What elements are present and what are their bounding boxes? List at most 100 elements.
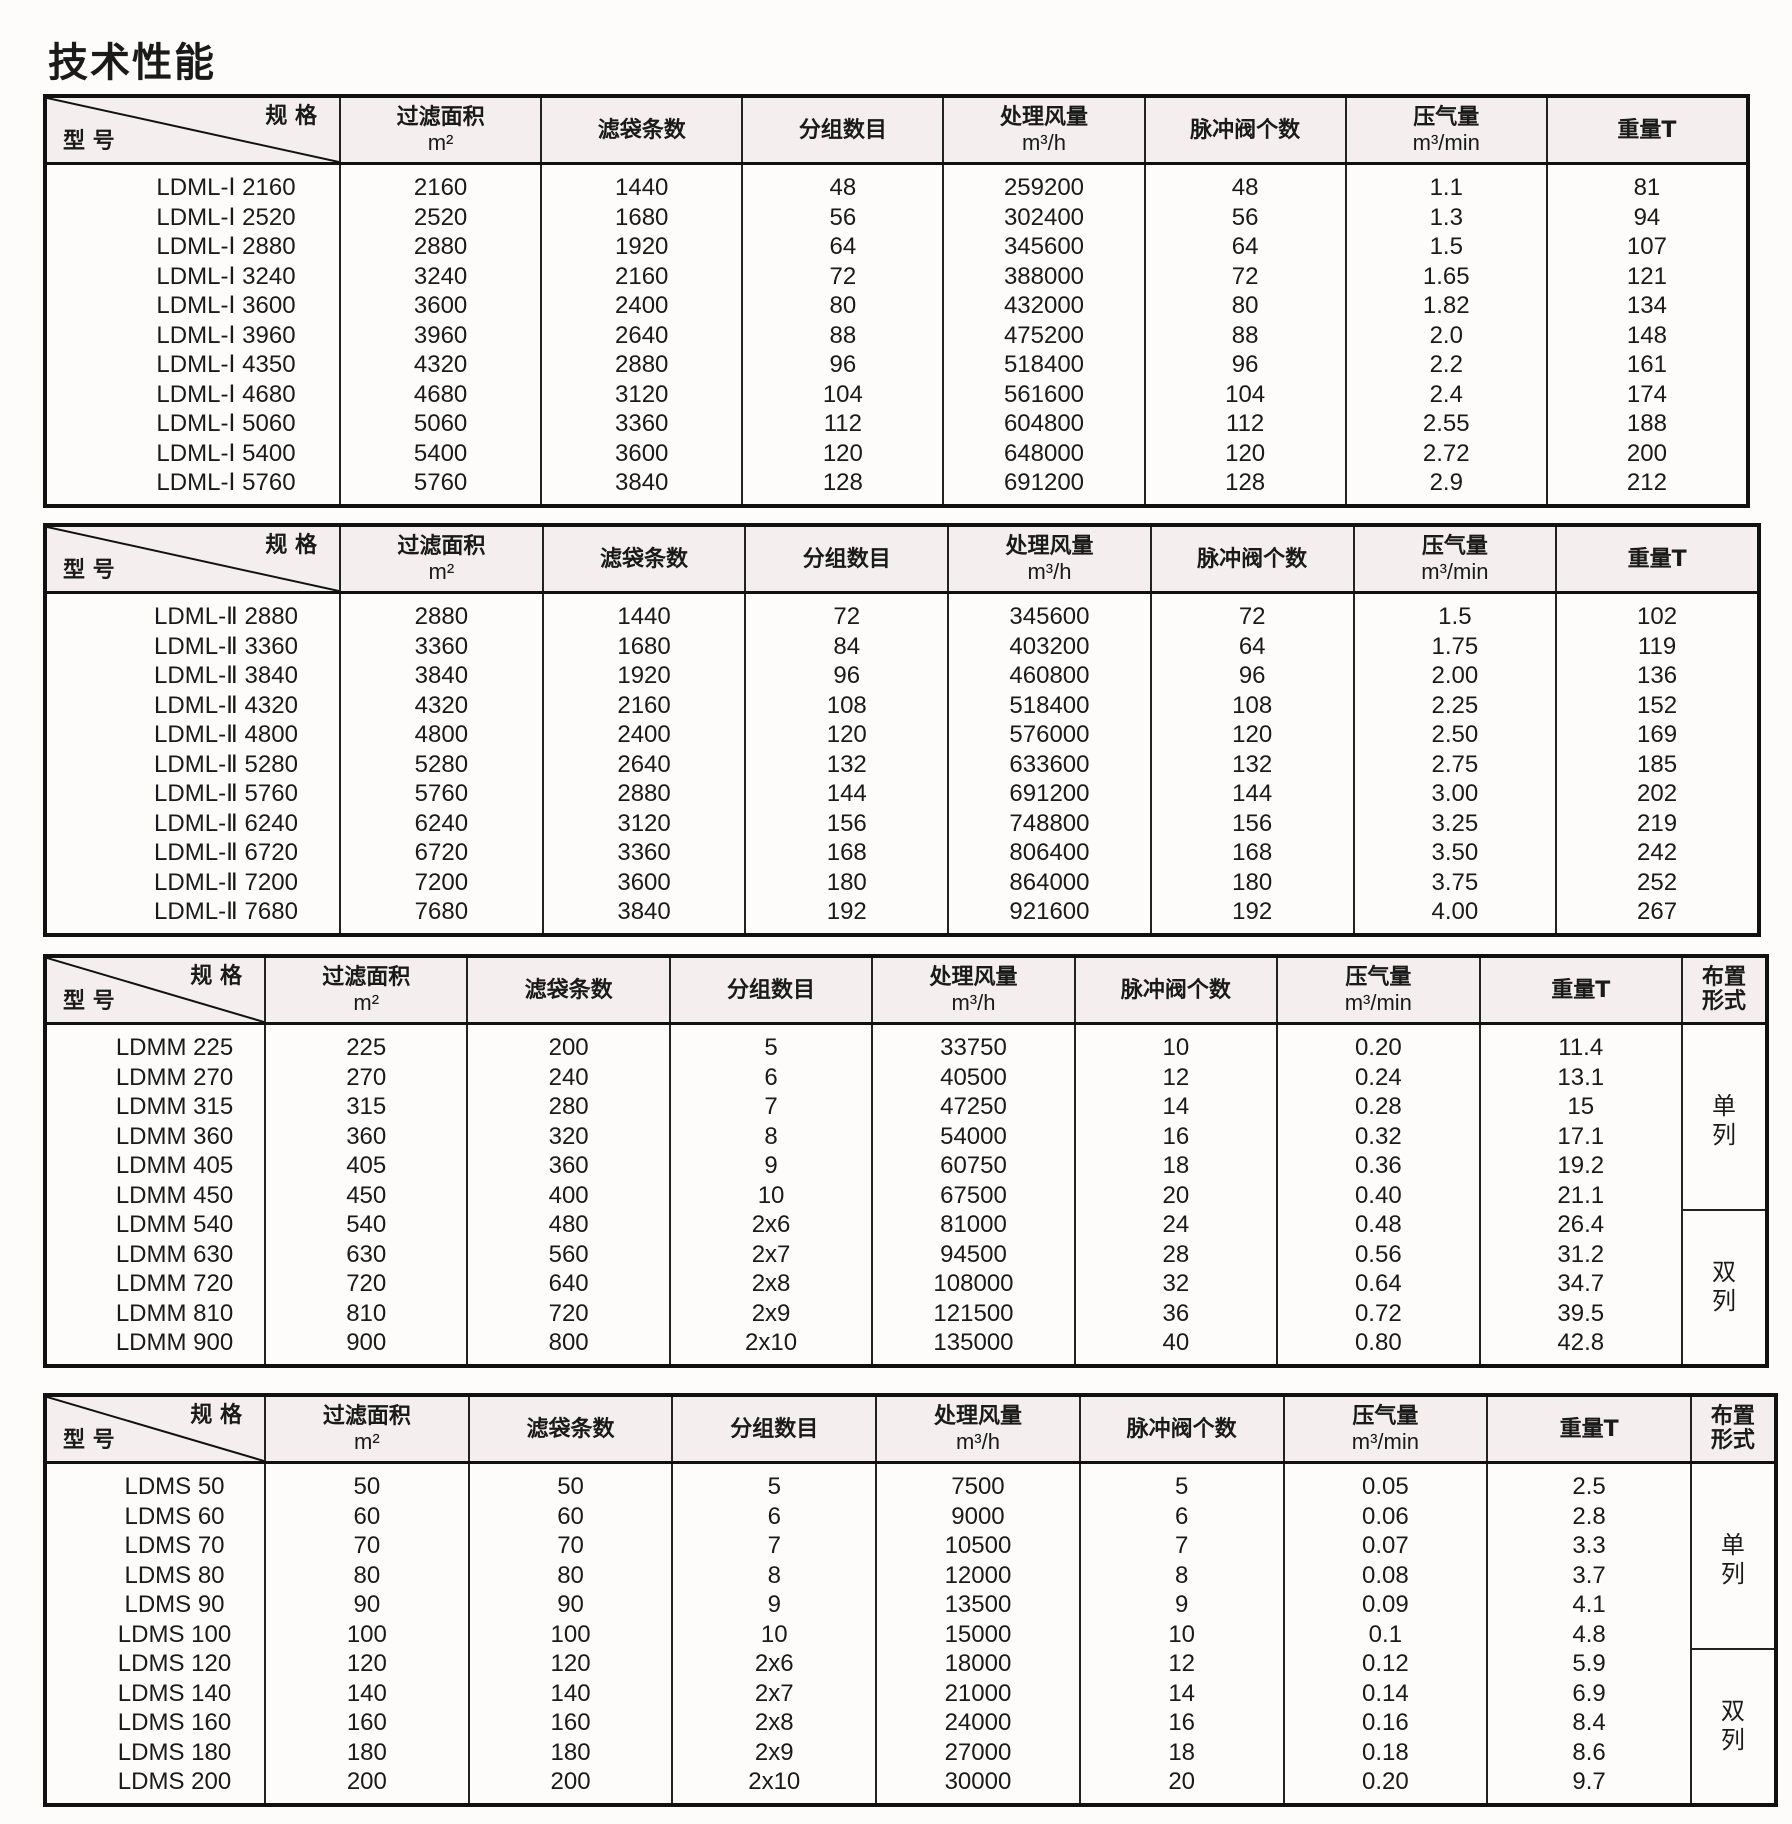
- value-cell: 561600: [942, 379, 1145, 409]
- spec-table: 规 格型 号过滤面积 m² 滤袋条数 分组数目 处理风量 m³/h 脉冲阀个数 压气量 m³/m…: [43, 1393, 1778, 1807]
- value-cell: 81: [1545, 163, 1748, 203]
- value-cell: 120: [264, 1649, 469, 1679]
- value-cell: 360: [466, 1151, 670, 1181]
- value-cell: 12000: [875, 1560, 1080, 1590]
- value-cell: 107: [1545, 232, 1748, 262]
- table-row: LDMM 315 315 280 7 47250 14 0.28 15: [45, 1092, 1767, 1122]
- model-cell: LDML-Ⅱ 2880: [154, 603, 298, 630]
- model-cell: LDML-Ⅱ 5280: [154, 750, 298, 778]
- value-cell: 320: [466, 1121, 670, 1151]
- value-cell: 56: [741, 202, 944, 232]
- value-cell: 17.1: [1478, 1121, 1682, 1151]
- table-row: LDML-Ⅱ 7680 7680 3840 192 921600 192 4.00 267: [45, 897, 1759, 935]
- value-cell: 691200: [942, 468, 1145, 506]
- value-cell: 2x9: [668, 1298, 873, 1328]
- value-cell: 9000: [875, 1501, 1080, 1531]
- table-row: LDMS 200 200 200 2x10 30000 20 0.20 9.7: [45, 1767, 1776, 1805]
- column-unit: m²: [354, 1429, 380, 1454]
- value-cell: 518400: [947, 690, 1151, 720]
- value-cell: 67500: [871, 1180, 1075, 1210]
- value-cell: 0.32: [1276, 1121, 1480, 1151]
- value-cell: 121: [1545, 261, 1748, 291]
- value-cell: 7680: [339, 897, 543, 935]
- value-cell: 5760: [338, 468, 542, 506]
- value-cell: 2x9: [671, 1737, 877, 1767]
- column-label: 分组数目: [727, 977, 816, 1003]
- spec-label: 规 格: [190, 1403, 242, 1428]
- column-header: 压气量 m³/min: [1282, 1395, 1488, 1464]
- table-row: LDMM 900 900 800 2x10 135000 40 0.80 42.8: [45, 1328, 1767, 1366]
- value-cell: 518400: [942, 350, 1145, 380]
- value-cell: 2.0: [1344, 320, 1547, 350]
- value-cell: 192: [744, 897, 949, 935]
- model-cell: LDMS 140: [117, 1679, 232, 1707]
- value-cell: 2400: [541, 720, 746, 750]
- model-cell: LDML-Ⅰ 3960: [156, 321, 296, 349]
- spec-table: 规 格型 号过滤面积 m² 滤袋条数 分组数目 处理风量 m³/h 脉冲阀个数 压气量 m³/m…: [43, 94, 1750, 508]
- value-cell: 140: [467, 1678, 673, 1708]
- value-cell: 2880: [541, 779, 746, 809]
- diagonal-line: [47, 958, 264, 1022]
- column-unit: m³/min: [1344, 990, 1412, 1015]
- value-cell: 70: [264, 1531, 469, 1561]
- table-row: LDMS 140 140 140 2x7 21000 14 0.14 6.9: [45, 1678, 1776, 1708]
- value-cell: 19.2: [1478, 1151, 1682, 1181]
- column-unit: m³/h: [1021, 130, 1066, 155]
- value-cell: 2160: [540, 261, 743, 291]
- model-cell: LDMM 315: [115, 1093, 234, 1120]
- column-header: 重量T: [1555, 525, 1759, 594]
- value-cell: 2.75: [1352, 749, 1557, 779]
- column-header: 处理风量 m³/h: [947, 525, 1151, 594]
- value-cell: 1.3: [1344, 202, 1547, 232]
- model-cell: LDMM 225: [115, 1034, 234, 1061]
- value-cell: 72: [1149, 592, 1354, 632]
- value-cell: 180: [1149, 867, 1354, 897]
- column-header: 处理风量 m³/h: [875, 1395, 1080, 1464]
- value-cell: 242: [1555, 838, 1759, 868]
- value-cell: 1440: [540, 163, 743, 203]
- value-cell: 161: [1545, 350, 1748, 380]
- column-label: 重量T: [1617, 117, 1677, 143]
- value-cell: 31.2: [1478, 1239, 1682, 1269]
- column-label: 分组数目: [802, 546, 891, 572]
- value-cell: 15: [1478, 1092, 1682, 1122]
- model-cell: LDMS 70: [124, 1532, 225, 1559]
- layout-header: 布置形式: [1689, 1395, 1776, 1464]
- value-cell: 1.5: [1352, 592, 1557, 632]
- value-cell: 2160: [541, 690, 746, 720]
- value-cell: 13500: [875, 1590, 1080, 1620]
- model-cell: LDML-Ⅰ 2160: [156, 174, 296, 201]
- table-row: LDMM 405 405 360 9 60750 18 0.36 19.2: [45, 1151, 1767, 1181]
- value-cell: 4680: [338, 379, 542, 409]
- value-cell: 120: [1149, 720, 1354, 750]
- value-cell: 128: [741, 468, 944, 506]
- value-cell: 70: [467, 1531, 673, 1561]
- value-cell: 6720: [339, 838, 543, 868]
- layout-cell: 双列: [1689, 1649, 1776, 1805]
- value-cell: 270: [263, 1062, 468, 1092]
- value-cell: 50: [264, 1462, 469, 1502]
- value-cell: 119: [1555, 631, 1759, 661]
- column-unit: m²: [428, 559, 455, 584]
- value-cell: 132: [744, 749, 949, 779]
- column-header: 分组数目: [741, 96, 944, 165]
- value-cell: 16: [1073, 1121, 1278, 1151]
- value-cell: 9: [668, 1151, 873, 1181]
- table-row: LDMS 80 80 80 8 12000 8 0.08 3.7: [45, 1560, 1776, 1590]
- value-cell: 148: [1545, 320, 1748, 350]
- table-row: LDML-Ⅱ 2880 2880 1440 72 345600 72 1.5 102: [45, 592, 1759, 632]
- value-cell: 4320: [339, 690, 543, 720]
- value-cell: 5: [668, 1023, 873, 1063]
- value-cell: 1.82: [1344, 291, 1547, 321]
- table-row: LDML-Ⅱ 6240 6240 3120 156 748800 156 3.25 219: [45, 808, 1759, 838]
- value-cell: 3840: [541, 897, 746, 935]
- value-cell: 48: [741, 163, 944, 203]
- value-cell: 0.64: [1276, 1269, 1480, 1299]
- value-cell: 28: [1073, 1239, 1278, 1269]
- value-cell: 1.5: [1344, 232, 1547, 262]
- value-cell: 104: [741, 379, 944, 409]
- value-cell: 5760: [339, 779, 543, 809]
- value-cell: 94500: [871, 1239, 1075, 1269]
- table-row: LDMS 60 60 60 6 9000 6 0.06 2.8: [45, 1501, 1776, 1531]
- value-cell: 1680: [540, 202, 743, 232]
